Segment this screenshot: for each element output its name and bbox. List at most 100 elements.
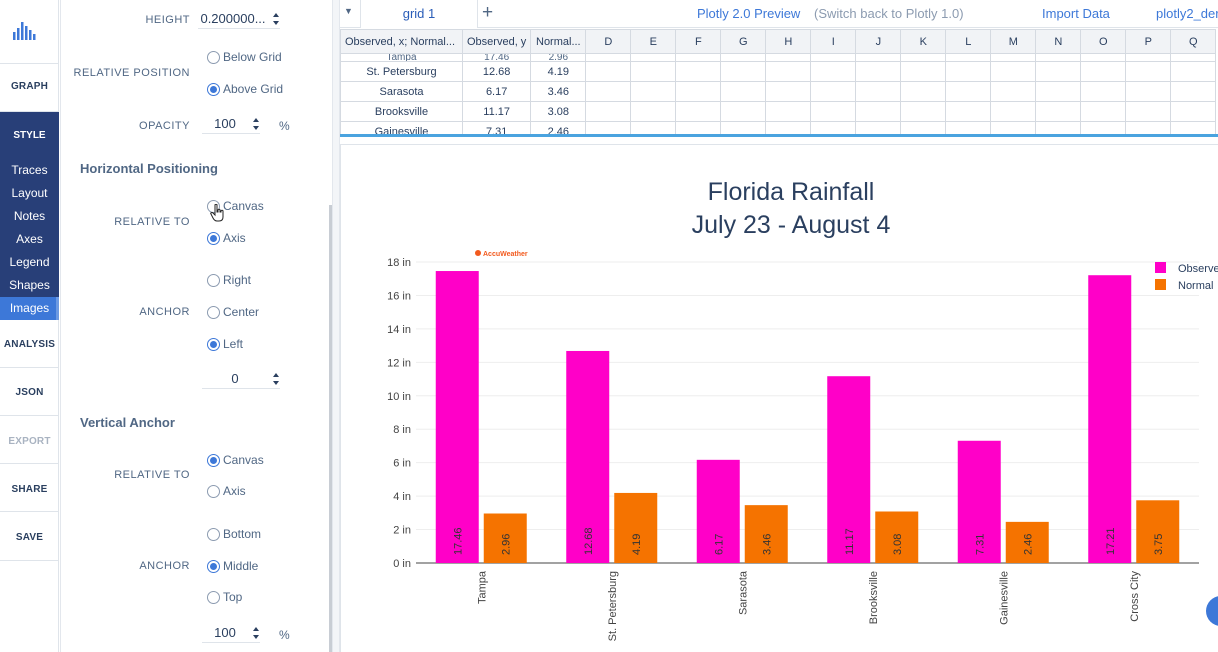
radio-h-center[interactable]: Center: [207, 304, 259, 320]
nav-item-images[interactable]: Images: [0, 297, 59, 320]
grid-cell[interactable]: [720, 81, 767, 102]
grid-cell[interactable]: [1035, 53, 1082, 62]
grid-cell[interactable]: [945, 61, 992, 82]
h-anchor-stepper-icon[interactable]: [272, 371, 280, 387]
grid-cell[interactable]: [1170, 121, 1217, 137]
grid-cell[interactable]: 4.19: [530, 61, 587, 82]
grid-cell[interactable]: [1125, 61, 1172, 82]
radio-h-left[interactable]: Left: [207, 336, 243, 352]
grid-cell[interactable]: [900, 101, 947, 122]
grid-cell[interactable]: 6.17: [461, 81, 532, 102]
grid-cell[interactable]: [945, 81, 992, 102]
radio-v-canvas[interactable]: Canvas: [207, 452, 264, 468]
height-input[interactable]: 0.200000...: [198, 9, 280, 29]
grid-cell[interactable]: [810, 53, 857, 62]
grid-cell[interactable]: [1125, 101, 1172, 122]
grid-cell[interactable]: [630, 53, 677, 62]
grid-column-header[interactable]: D: [585, 29, 632, 54]
grid-column-header[interactable]: E: [630, 29, 677, 54]
grid-cell[interactable]: [1125, 53, 1172, 62]
grid-cell[interactable]: [1170, 81, 1217, 102]
grid-cell[interactable]: 17.46: [461, 53, 532, 62]
grid-cell[interactable]: [1080, 53, 1127, 62]
help-chat-button[interactable]: [1206, 596, 1218, 626]
grid-cell[interactable]: [1080, 101, 1127, 122]
radio-v-axis[interactable]: Axis: [207, 483, 246, 499]
tab-menu-chevron-down-icon[interactable]: ▼: [344, 6, 353, 16]
file-name[interactable]: plotly2_der: [1156, 6, 1218, 21]
grid-cell[interactable]: [765, 81, 812, 102]
grid-cell[interactable]: [855, 81, 902, 102]
v-anchor-stepper-icon[interactable]: [252, 625, 260, 641]
nav-json[interactable]: JSON: [15, 387, 44, 398]
grid-cell[interactable]: [720, 61, 767, 82]
panel-resize-handle[interactable]: [332, 0, 340, 652]
tab-grid-1[interactable]: grid 1: [360, 0, 478, 28]
switch-back-link[interactable]: (Switch back to Plotly 1.0): [814, 6, 964, 21]
grid-cell[interactable]: [990, 61, 1037, 82]
plotly-2-preview-link[interactable]: Plotly 2.0 Preview: [697, 6, 801, 21]
grid-cell[interactable]: [1170, 53, 1217, 62]
add-grid-plus-icon[interactable]: +: [482, 2, 494, 23]
grid-cell[interactable]: 11.17: [461, 101, 532, 122]
grid-cell[interactable]: [630, 101, 677, 122]
grid-cell[interactable]: [1080, 61, 1127, 82]
radio-below-grid[interactable]: Below Grid: [207, 49, 282, 65]
grid-cell[interactable]: 2.96: [530, 53, 587, 62]
nav-style[interactable]: STYLE: [13, 130, 46, 141]
grid-column-header[interactable]: H: [765, 29, 812, 54]
grid-cell[interactable]: [765, 61, 812, 82]
grid-cell[interactable]: [1125, 81, 1172, 102]
grid-column-header[interactable]: Normal...: [530, 29, 587, 54]
nav-save[interactable]: SAVE: [15, 532, 44, 543]
grid-cell[interactable]: [585, 61, 632, 82]
grid-column-header[interactable]: L: [945, 29, 992, 54]
grid-column-header[interactable]: O: [1080, 29, 1127, 54]
radio-v-middle[interactable]: Middle: [207, 558, 258, 574]
grid-cell[interactable]: [630, 61, 677, 82]
grid-cell[interactable]: Sarasota: [340, 81, 463, 102]
grid-cell[interactable]: [1035, 81, 1082, 102]
grid-column-header[interactable]: M: [990, 29, 1037, 54]
grid-cell[interactable]: [810, 61, 857, 82]
grid-cell[interactable]: [1035, 61, 1082, 82]
grid-cell[interactable]: [855, 61, 902, 82]
height-stepper-icon[interactable]: [272, 11, 280, 27]
grid-cell[interactable]: [990, 81, 1037, 102]
nav-item-shapes[interactable]: Shapes: [9, 278, 50, 292]
grid-column-header[interactable]: Q: [1170, 29, 1217, 54]
plotly-logo-icon[interactable]: [11, 18, 39, 42]
grid-resize-bar[interactable]: [340, 134, 1218, 137]
grid-cell[interactable]: [810, 81, 857, 102]
radio-above-grid[interactable]: Above Grid: [207, 81, 283, 97]
opacity-stepper-icon[interactable]: [252, 116, 260, 132]
grid-cell[interactable]: 7.31: [461, 121, 532, 137]
grid-column-header[interactable]: N: [1035, 29, 1082, 54]
chart-canvas[interactable]: Florida Rainfall July 23 - August 4 0 in 2 …: [340, 144, 1218, 652]
grid-cell[interactable]: 3.46: [530, 81, 587, 102]
opacity-input[interactable]: 100: [202, 114, 260, 134]
radio-h-axis[interactable]: Axis: [207, 230, 246, 246]
grid-column-header[interactable]: I: [810, 29, 857, 54]
grid-column-header[interactable]: Observed, y: [461, 29, 532, 54]
grid-cell[interactable]: [675, 53, 722, 62]
nav-item-axes[interactable]: Axes: [16, 232, 43, 246]
grid-cell[interactable]: 3.08: [530, 101, 587, 122]
nav-analysis[interactable]: ANALYSIS: [3, 339, 56, 350]
grid-cell[interactable]: [720, 53, 767, 62]
v-anchor-input[interactable]: 100: [202, 623, 260, 643]
grid-cell[interactable]: St. Petersburg: [340, 61, 463, 82]
grid-cell[interactable]: [855, 53, 902, 62]
grid-cell[interactable]: Tampa: [340, 53, 463, 62]
grid-column-header[interactable]: J: [855, 29, 902, 54]
import-data-button[interactable]: Import Data: [1042, 6, 1110, 21]
grid-cell[interactable]: Brooksville: [340, 101, 463, 122]
nav-graph[interactable]: GRAPH: [10, 81, 49, 92]
grid-cell[interactable]: [810, 101, 857, 122]
grid-column-header[interactable]: Observed, x; Normal...: [340, 29, 463, 54]
grid-column-header[interactable]: G: [720, 29, 767, 54]
grid-column-header[interactable]: P: [1125, 29, 1172, 54]
grid-cell[interactable]: [900, 81, 947, 102]
panel-scrollbar[interactable]: [329, 205, 332, 652]
radio-v-bottom[interactable]: Bottom: [207, 526, 261, 542]
